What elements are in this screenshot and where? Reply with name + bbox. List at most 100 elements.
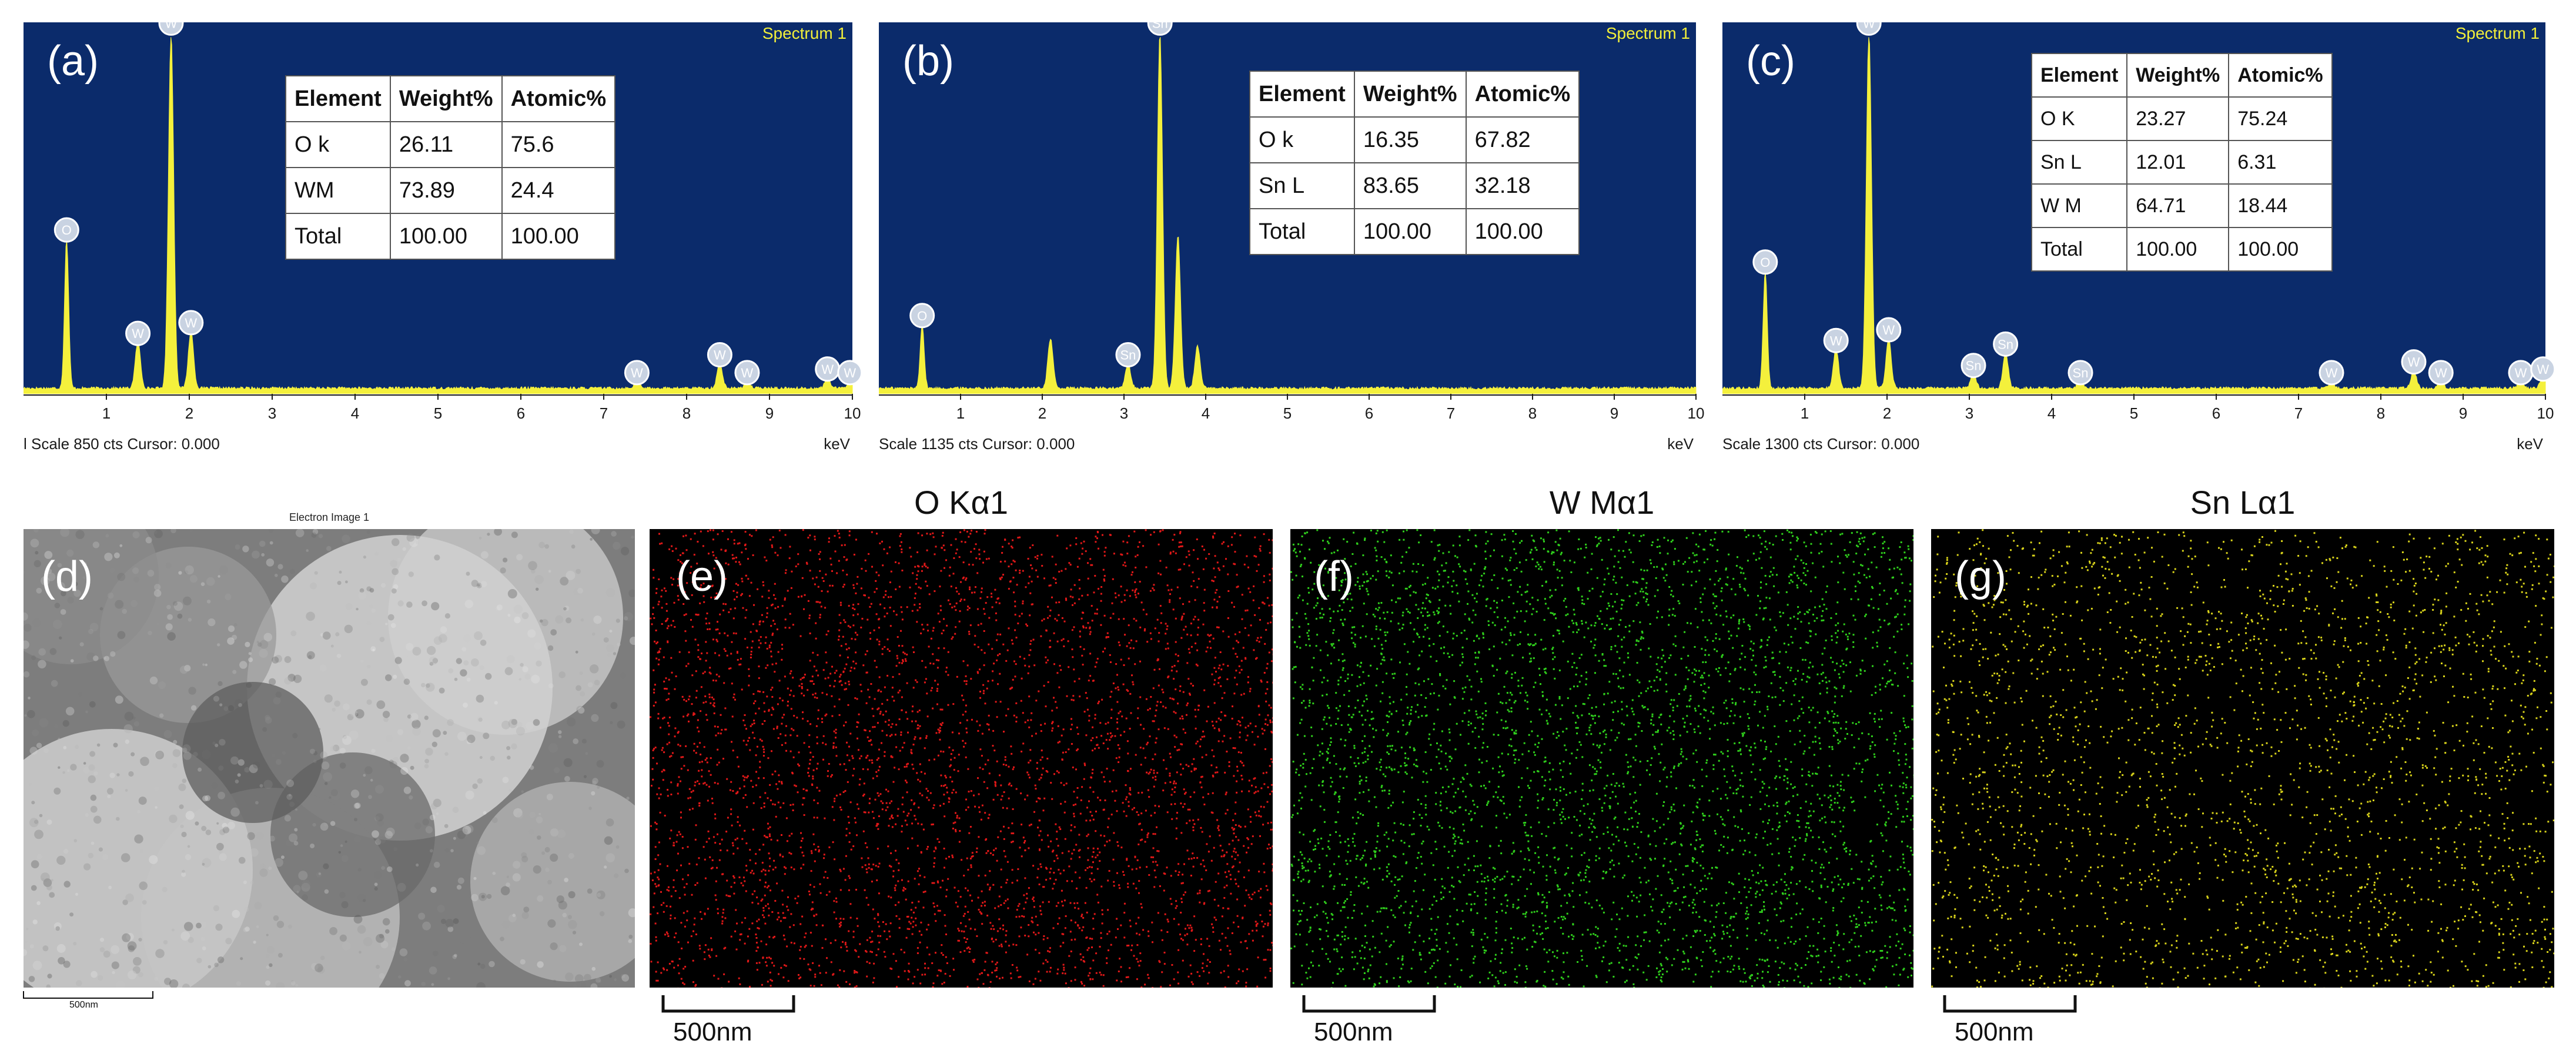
sem-grain [259, 648, 268, 658]
sem-grain [329, 796, 332, 799]
sem-grain [165, 562, 172, 569]
table-cell: 6.31 [2228, 140, 2333, 185]
sem-grain [284, 677, 292, 685]
sem-grain [269, 963, 273, 967]
sem-grain [154, 750, 162, 758]
peak-label: Sn [1998, 337, 2013, 352]
sem-grain [269, 541, 273, 545]
sem-grain [113, 552, 120, 558]
sem-grain [90, 805, 98, 813]
sem-grain [116, 981, 125, 989]
sem-grain [460, 669, 467, 677]
peak-label: O [1760, 255, 1770, 270]
peak-label: W [1830, 333, 1842, 348]
sem-grain [480, 963, 486, 969]
sem-grain [107, 592, 114, 599]
sem-grain [290, 809, 295, 815]
sem-grain [335, 632, 340, 637]
peak-marker: Sn [1115, 342, 1141, 368]
sem-grain [548, 683, 554, 688]
sem-grain [464, 600, 474, 608]
table-cell: Total [1249, 208, 1355, 255]
sem-grain [289, 833, 298, 842]
sem-grain [269, 678, 276, 685]
sem-grain [149, 855, 158, 864]
sem-grain [356, 608, 359, 611]
sem-grain [338, 851, 342, 854]
sem-grain [463, 828, 468, 834]
sem-grain [412, 647, 421, 656]
sem-grain [318, 534, 323, 538]
sem-grain [537, 961, 544, 968]
sem-grain [139, 881, 148, 891]
sem-grain [32, 961, 42, 971]
spectrum-series [23, 37, 853, 394]
sem-grain [125, 739, 130, 744]
peak-label: W [714, 348, 726, 363]
sem-grain [410, 765, 414, 770]
sem-grain [614, 873, 619, 878]
sem-grain [67, 769, 70, 772]
sem-grain [354, 818, 357, 822]
table-header-row: Element Weight% Atomic% [285, 75, 616, 122]
sem-grain [620, 547, 630, 556]
sem-grain [142, 900, 147, 905]
sem-grain [132, 716, 136, 720]
sem-grain [592, 778, 598, 784]
table-cell: Sn L [2030, 140, 2128, 185]
sem-grain [376, 965, 380, 969]
sem-grain [491, 817, 498, 824]
x-tick-label: 3 [1965, 404, 1973, 422]
sem-grain [302, 894, 308, 901]
table-cell: W M [2030, 183, 2128, 228]
sem-grain [403, 957, 408, 962]
sem-grain [429, 656, 438, 665]
sem-grain [349, 730, 359, 740]
sem-grain [54, 724, 59, 728]
sem-grain [147, 570, 155, 577]
sem-grain [566, 570, 576, 580]
sem-grain [583, 775, 587, 778]
sem-grain [232, 909, 240, 918]
sem-grain [274, 858, 283, 867]
sem-grain [205, 829, 212, 835]
sem-grain [613, 541, 621, 550]
sem-grain [72, 581, 78, 587]
sem-grain [88, 764, 95, 771]
sem-grain [548, 570, 551, 573]
sem-grain [539, 619, 543, 623]
spectrum-series [878, 37, 1697, 394]
sem-grain [55, 926, 60, 931]
sem-grain [275, 655, 282, 663]
sem-grain [230, 756, 239, 765]
sem-grain [372, 648, 375, 651]
sem-grain [239, 661, 247, 669]
sem-grain [573, 983, 578, 989]
sem-grain [421, 600, 427, 607]
sem-grain [208, 618, 216, 627]
sem-grain [58, 766, 61, 769]
sem-grain [295, 808, 298, 811]
sem-grain [412, 720, 421, 729]
sem-grain [58, 738, 61, 741]
sem-grain [252, 550, 260, 559]
table-cell: WM [285, 167, 391, 214]
sem-grain [566, 717, 576, 727]
sem-grain [21, 640, 29, 649]
peak-marker: O [909, 303, 935, 329]
sem-grain [67, 597, 74, 604]
panel-label-c: (c) [1746, 38, 1795, 85]
sem-grain [467, 734, 476, 743]
sem-grain [366, 621, 372, 626]
sem-grain [494, 527, 502, 536]
sem-grain [400, 754, 409, 763]
sem-grain [363, 556, 367, 559]
element-map-o [650, 529, 1274, 989]
sem-grain [31, 655, 36, 660]
sem-grain [390, 623, 396, 628]
sem-grain [377, 819, 384, 827]
sem-grain [359, 951, 362, 954]
sem-grain [219, 829, 226, 835]
sem-grain [79, 642, 84, 647]
sem-grain [576, 568, 581, 574]
